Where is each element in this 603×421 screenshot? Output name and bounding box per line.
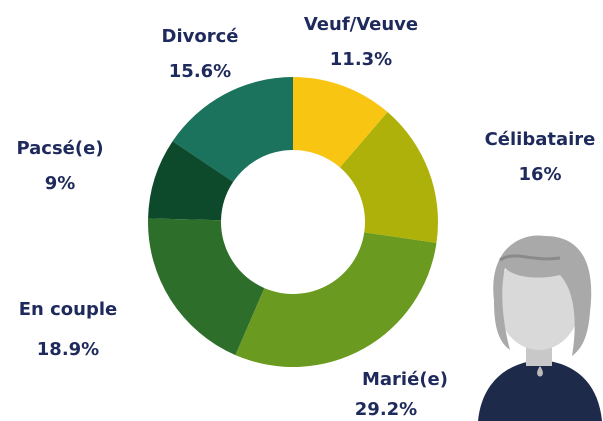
segment-value: 18.9% (37, 339, 99, 360)
segment-label: Pacsé(e) (16, 138, 103, 159)
donut-segment (235, 232, 437, 367)
donut-segment (172, 77, 293, 182)
segment-value: 11.3% (330, 49, 392, 70)
segment-value: 9% (45, 173, 76, 194)
donut-segment (293, 77, 388, 168)
segment-label: Divorcé (162, 26, 239, 47)
segment-label: Veuf/Veuve (304, 14, 418, 35)
person-illustration (478, 235, 602, 421)
donut-segment (339, 112, 438, 243)
donut-segment (148, 218, 265, 356)
segment-value: 15.6% (169, 61, 231, 82)
segment-label: Marié(e) (362, 369, 448, 390)
segment-label: En couple (19, 299, 118, 320)
segment-label: Célibataire (485, 129, 596, 150)
donut-segment (148, 141, 234, 221)
segment-value: 29.2% (355, 399, 417, 420)
segment-value: 16% (518, 164, 561, 185)
